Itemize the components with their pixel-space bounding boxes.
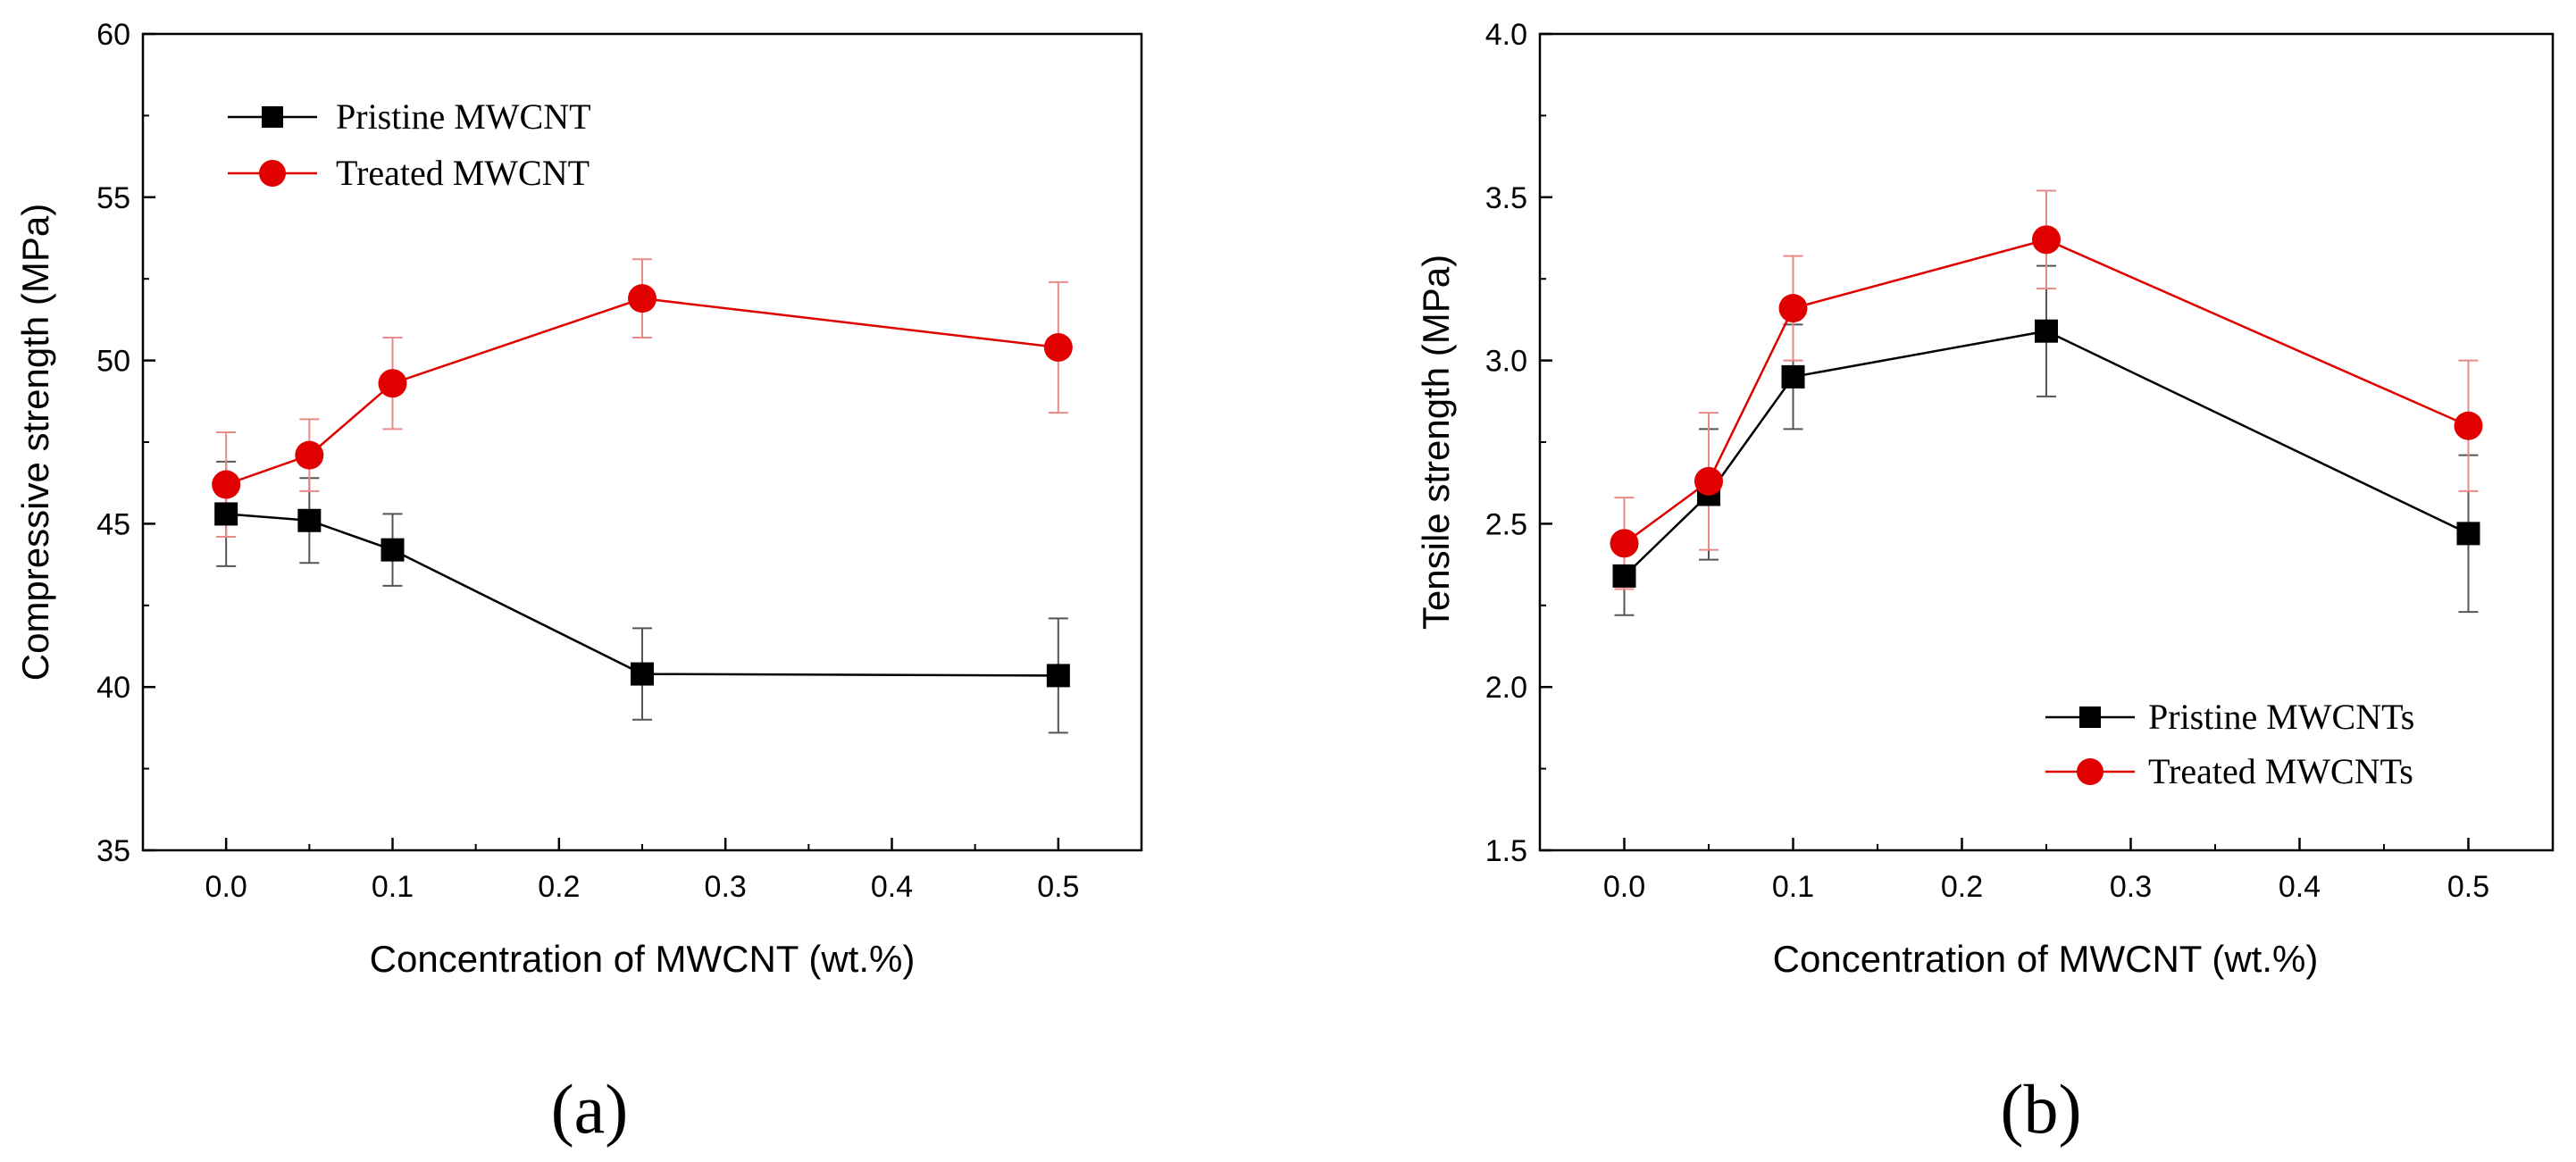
x-tick-label: 0.5: [1037, 870, 1079, 904]
panel-label-b: (b): [2001, 1070, 2082, 1148]
y-tick-label: 3.0: [1485, 345, 1527, 379]
pristine-data-point: [2035, 319, 2058, 343]
plot-frame-a: [141, 32, 1143, 852]
legend-marker-0: [2079, 706, 2101, 728]
treated-data-point: [1043, 332, 1073, 362]
y-tick-label: 2.5: [1485, 507, 1527, 541]
x-tick-label: 0.2: [538, 870, 580, 904]
y-tick-label: 3.5: [1485, 181, 1527, 215]
series-layer-a: [212, 258, 1073, 734]
y-tick-label: 45: [96, 507, 130, 541]
y-axis-label-a: Compressive strength (MPa): [14, 204, 56, 681]
y-axis-label-b: Tensile strength (MPa): [1415, 255, 1457, 630]
pristine-data-point: [631, 662, 654, 686]
pristine-data-point: [297, 508, 322, 532]
x-tick-label: 0.4: [2279, 870, 2321, 904]
axis-ticks-a: 0.0 0.1 0.2 0.3 0.4 0.5 35 40 45 50 55 60: [96, 18, 1079, 904]
pristine-data-point: [2456, 522, 2480, 546]
legend-label-1: Treated MWCNTs: [2148, 751, 2413, 791]
treated-data-point: [295, 440, 324, 470]
treated-data-point: [1610, 529, 1639, 558]
y-tick-label: 4.0: [1485, 18, 1527, 52]
pristine-data-point: [214, 502, 238, 526]
treated-data-point: [2032, 225, 2061, 255]
pristine-data-point: [1046, 664, 1070, 688]
y-tick-label: 55: [96, 181, 130, 215]
legend-label-1: Treated MWCNT: [336, 153, 590, 193]
legend-marker-0: [262, 106, 283, 128]
x-tick-label: 0.0: [1603, 870, 1645, 904]
y-tick-label: 1.5: [1485, 834, 1527, 868]
treated-data-point: [378, 369, 407, 398]
panel-a: Concentration of MWCNT (wt.%) Compressiv…: [14, 18, 1143, 1148]
pristine-data-point: [1781, 364, 1805, 389]
legend-label-0: Pristine MWCNT: [336, 96, 591, 137]
panel-b: Concentration of MWCNT (wt.%) Tensile st…: [1415, 18, 2555, 1148]
treated-data-point: [628, 284, 657, 313]
legend-label-0: Pristine MWCNTs: [2148, 697, 2414, 737]
treated-data-point: [1694, 466, 1723, 496]
y-tick-label: 60: [96, 18, 130, 52]
legend-b: Pristine MWCNTs Treated MWCNTs: [2045, 697, 2414, 791]
pristine-data-point: [381, 538, 405, 562]
x-tick-label: 0.3: [705, 870, 747, 904]
series-layer-b: [1610, 189, 2483, 616]
legend-marker-1: [2077, 758, 2103, 785]
y-tick-label: 40: [96, 671, 130, 705]
panel-label-a: (a): [551, 1070, 629, 1148]
x-tick-label: 0.4: [871, 870, 913, 904]
treated-data-point: [1778, 294, 1808, 323]
x-tick-label: 0.3: [2110, 870, 2152, 904]
x-tick-label: 0.1: [372, 870, 414, 904]
x-tick-label: 0.0: [205, 870, 247, 904]
pristine-data-point: [1612, 564, 1636, 588]
x-tick-label: 0.2: [1941, 870, 1983, 904]
axis-ticks-b: 0.0 0.1 0.2 0.3 0.4 0.5 1.5 2.0 2.5 3.0 3.5 4.0: [1485, 18, 2489, 904]
y-tick-label: 35: [96, 834, 130, 868]
legend-a: Pristine MWCNT Treated MWCNT: [228, 96, 591, 193]
y-tick-label: 50: [96, 345, 130, 379]
x-axis-label-a: Concentration of MWCNT (wt.%): [370, 938, 916, 980]
y-tick-label: 2.0: [1485, 671, 1527, 705]
legend-marker-1: [259, 160, 286, 187]
x-tick-label: 0.5: [2447, 870, 2489, 904]
treated-data-point: [212, 470, 241, 499]
x-axis-label-b: Concentration of MWCNT (wt.%): [1773, 938, 2319, 980]
treated-data-point: [2454, 411, 2483, 440]
x-tick-label: 0.1: [1772, 870, 1814, 904]
